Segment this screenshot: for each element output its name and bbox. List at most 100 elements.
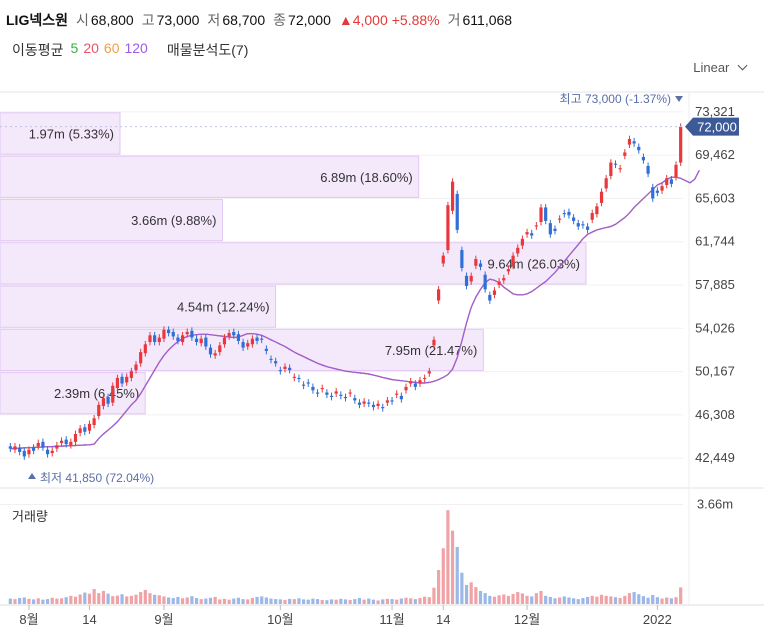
- scale-button[interactable]: Linear: [693, 60, 748, 75]
- volume-bar: [176, 596, 180, 604]
- volume-profile-label[interactable]: 매물분석도(7): [166, 42, 249, 58]
- volume-bar: [502, 594, 506, 604]
- volume-bar: [651, 595, 655, 604]
- ma120-period[interactable]: 120: [124, 40, 148, 56]
- volume-bar: [530, 596, 534, 604]
- min-annotation: 최저 41,850 (72.04%): [40, 471, 154, 485]
- candle-body: [418, 380, 422, 384]
- volume-bar: [641, 596, 646, 604]
- y-tick-label: 65,603: [695, 190, 735, 205]
- candle-body: [469, 275, 473, 282]
- volume-bar: [446, 510, 450, 604]
- candle-body: [655, 190, 659, 193]
- candle-body: [343, 396, 348, 399]
- candle-body: [180, 335, 185, 343]
- volume-bar: [134, 594, 138, 604]
- candle-body: [502, 278, 506, 281]
- volume-bar: [506, 595, 511, 604]
- volume-bar: [18, 598, 22, 604]
- candle-body: [297, 377, 301, 380]
- moving-average-label[interactable]: 이동평균: [12, 42, 64, 58]
- candle-body: [125, 376, 129, 383]
- candle-body: [236, 334, 241, 341]
- volume-bar: [469, 582, 473, 604]
- current-price-tag: [685, 117, 739, 136]
- volume-profile-label: 7.95m (21.47%): [385, 343, 478, 358]
- candle-body: [329, 395, 334, 397]
- volume-bar: [623, 595, 627, 604]
- volume-bar: [269, 598, 273, 604]
- candle-body: [199, 338, 203, 344]
- y-tick-label: 69,462: [695, 147, 735, 162]
- candle-body: [558, 218, 562, 220]
- candle-body: [83, 427, 87, 432]
- candle-body: [55, 445, 59, 449]
- volume-bar: [22, 597, 26, 604]
- volume-bar: [264, 597, 268, 604]
- candle-body: [246, 343, 250, 347]
- candle-body: [171, 331, 175, 337]
- x-tick-label: 11월: [379, 612, 404, 627]
- volume-bar: [194, 598, 199, 604]
- candle-body: [232, 331, 236, 336]
- candle-body: [511, 255, 515, 266]
- indicator-row: 이동평균 5 20 60 120 매물분석도(7): [12, 40, 248, 60]
- volume-bar: [585, 596, 590, 604]
- high-price: 73,000: [156, 12, 200, 28]
- candle-body: [139, 352, 143, 364]
- y-tick-label: 42,449: [695, 450, 735, 465]
- volume-bar: [562, 596, 566, 604]
- volume-bar: [329, 599, 334, 604]
- volume-bar: [385, 598, 389, 604]
- candle-body: [646, 165, 650, 174]
- x-tick-label: 14: [82, 612, 96, 627]
- candle-body: [572, 217, 576, 221]
- close-label: 종: [273, 12, 287, 28]
- ma5-period[interactable]: 5: [70, 40, 79, 56]
- volume-bar: [297, 598, 301, 604]
- candle-body: [590, 213, 594, 220]
- volume-bar: [497, 595, 501, 604]
- volume-bar: [572, 598, 576, 604]
- candle-body: [613, 163, 618, 165]
- candle-body: [218, 345, 222, 353]
- candle-body: [185, 331, 189, 335]
- volume-profile-label: 4.54m (12.24%): [177, 300, 270, 315]
- volume-profile-bar: [0, 242, 587, 285]
- y-tick-label: 54,026: [695, 320, 735, 335]
- candle-body: [641, 156, 646, 161]
- stock-name[interactable]: LIG넥스원: [6, 12, 68, 28]
- volume-bar: [180, 598, 185, 604]
- volume-bar: [455, 546, 459, 604]
- open-label: 시: [75, 12, 89, 28]
- volume-bar: [32, 599, 36, 604]
- volume-bar: [348, 599, 352, 604]
- candle-body: [460, 250, 464, 269]
- volume-bar: [367, 598, 371, 604]
- ma60-period[interactable]: 60: [103, 40, 120, 56]
- candle-body: [492, 290, 497, 295]
- volume-bar: [520, 593, 524, 604]
- candle-body: [623, 152, 627, 156]
- volume-bar: [395, 599, 399, 604]
- candle-body: [441, 255, 445, 264]
- candle-body: [315, 392, 320, 394]
- candle-body: [78, 428, 82, 433]
- x-tick-label: 12월: [514, 612, 540, 627]
- volume-bar: [478, 590, 483, 604]
- volume-bar: [92, 589, 96, 604]
- volume-bar: [260, 596, 264, 604]
- y-tick-label: 46,308: [695, 407, 735, 422]
- y-tick-label: 57,885: [695, 277, 735, 292]
- candle-body: [255, 337, 259, 341]
- candle-body: [36, 442, 40, 447]
- volume-bar: [464, 584, 469, 604]
- candle-body: [162, 329, 166, 339]
- volume-bar: [362, 599, 366, 604]
- x-tick-label: 8월: [19, 612, 38, 627]
- ma20-period[interactable]: 20: [83, 40, 99, 56]
- volume-bar: [660, 598, 664, 604]
- price-change: ▲4,000: [338, 12, 388, 28]
- volume-bar: [581, 598, 585, 604]
